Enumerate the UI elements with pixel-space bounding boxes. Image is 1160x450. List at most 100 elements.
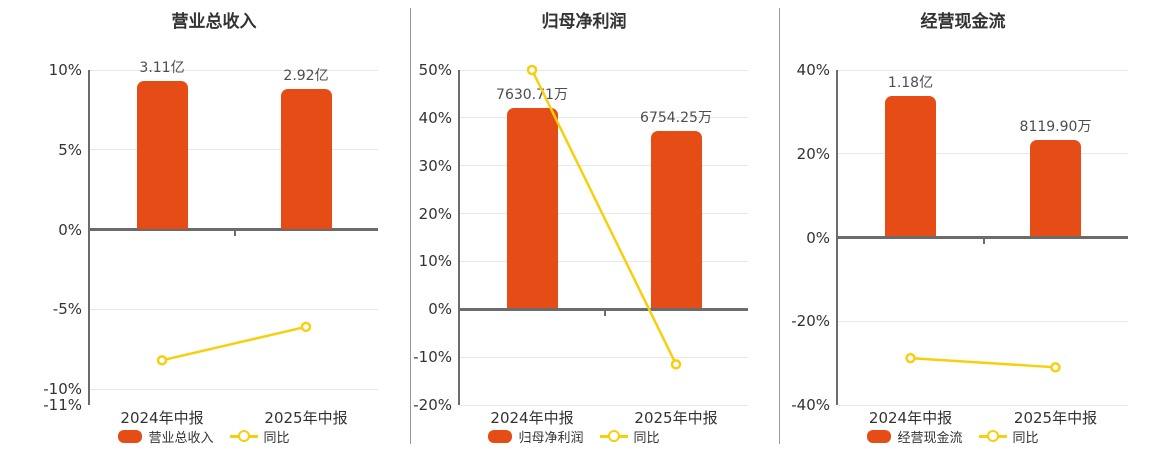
y-tick-label: -5% [52,300,82,319]
yoy-line [910,356,1056,369]
legend-item-bar-series[interactable]: 经营现金流 [867,427,963,446]
yoy-line [161,325,307,362]
bar-series-swatch-icon [118,429,143,443]
bar-value-label: 1.18亿 [887,74,934,91]
y-tick-label: 5% [58,140,82,159]
chart-panel-1: 营业总收入 10% 5% 0% -5% -10% -11% 3.11亿 2024年中报 2.92亿… [0,0,410,450]
gridline [460,260,748,262]
gridline [838,69,1128,71]
chart-panel-3: 经营现金流 40% 20% 0% -20% -40% 1.18亿 2024年中报 8119.90… [779,0,1160,450]
gridline [460,69,748,71]
yoy-line-point-marker[interactable] [1050,362,1061,373]
y-tick-label: 40% [796,61,830,79]
y-tick-label: 20% [796,144,830,163]
zero-axis-line [90,228,378,232]
gridline [90,308,378,310]
legend-label: 营业总收入 [148,430,214,446]
line-series-icon [229,429,258,443]
legend-label: 同比 [1012,430,1039,446]
y-axis-line [458,70,460,405]
y-tick-label: -40% [791,396,830,414]
y-axis-line [88,70,90,405]
y-tick-label: 0% [806,228,830,247]
y-tick-label: 50% [418,61,452,79]
line-icon-circle [237,430,250,442]
yoy-line-point-marker[interactable] [670,359,682,370]
gridline [90,388,378,390]
y-tick-label: 0% [58,220,82,239]
line-icon-circle [607,430,620,442]
bar-value-label: 2.92亿 [283,68,329,85]
gridline [460,165,748,167]
legend-item-line-series[interactable]: 同比 [229,427,290,446]
y-tick-label: 0% [428,300,452,319]
bar-series-swatch-icon [488,429,513,443]
yoy-line-layer [526,64,682,370]
y-tick-label: -20% [413,396,452,414]
y-axis-line [836,70,838,405]
y-tick-label: 10% [418,252,452,271]
gridline [90,69,378,71]
panel-divider [779,8,780,444]
legend-label: 归母净利润 [518,430,584,446]
y-tick-label: -20% [791,312,830,331]
x-axis-tick [983,239,985,244]
y-tick-label: 30% [418,156,452,175]
gridline [838,153,1128,155]
chart-title: 归母净利润 [541,12,627,32]
x-category-label: 2024年中报 [120,409,204,427]
x-category-label: 2024年中报 [868,409,953,427]
chart-title: 营业总收入 [171,12,257,32]
yoy-line-point-marker[interactable] [905,352,916,364]
bar-营业总收入-2025年中报[interactable] [280,89,332,229]
yoy-line-point-marker[interactable] [156,355,168,366]
gridline [460,213,748,215]
legend-item-line-series[interactable]: 同比 [978,427,1039,446]
y-tick-label: 20% [418,204,452,223]
y-tick-label: 40% [418,108,452,127]
zero-axis-line [838,236,1128,239]
bar-value-label: 8119.90万 [1019,118,1092,135]
bar-value-label: 6754.25万 [640,110,712,127]
y-tick-label: 10% [48,61,82,79]
bar-归母净利润-2025年中报[interactable] [650,131,702,309]
bar-经营现金流-2025年中报[interactable] [1030,139,1081,237]
legend: 归母净利润 同比 [430,427,718,446]
bar-series-swatch-icon [867,429,892,443]
gridline [838,320,1128,322]
yoy-line-point-marker[interactable] [300,321,312,333]
gridline [838,404,1128,406]
x-axis-tick [234,231,236,237]
legend: 经营现金流 同比 [808,427,1098,446]
line-series-icon [599,429,628,443]
legend-label: 同比 [633,430,660,446]
legend-label: 同比 [263,430,290,446]
panel-divider [410,8,411,444]
bar-归母净利润-2024年中报[interactable] [506,108,558,309]
gridline [460,356,748,358]
chart-title: 经营现金流 [920,12,1006,32]
gridline [460,404,748,406]
legend-label: 经营现金流 [897,430,963,446]
y-tick-label: -10% [413,348,452,367]
bar-value-label: 7630.71万 [496,87,568,104]
bar-经营现金流-2024年中报[interactable] [885,95,936,237]
y-tick-label: -10% [43,380,82,399]
bar-营业总收入-2024年中报[interactable] [136,81,188,229]
legend: 营业总收入 同比 [60,427,348,446]
x-category-label: 2025年中报 [634,409,718,427]
legend-item-bar-series[interactable]: 归母净利润 [488,427,584,446]
yoy-line-point-marker[interactable] [526,64,538,76]
x-category-label: 2025年中报 [264,409,348,427]
x-category-label: 2025年中报 [1013,409,1098,427]
legend-item-line-series[interactable]: 同比 [599,427,660,446]
line-icon-circle [986,430,999,442]
chart-panel-2: 归母净利润 50% 40% 30% 20% 10% 0% -10% -20% 7630.71万 20… [410,0,779,450]
legend-item-bar-series[interactable]: 营业总收入 [118,427,214,446]
gridline [90,149,378,151]
x-axis-tick [604,310,606,316]
x-category-label: 2024年中报 [490,409,574,427]
y-tick-label: -11% [43,396,82,414]
line-series-icon [978,429,1007,443]
